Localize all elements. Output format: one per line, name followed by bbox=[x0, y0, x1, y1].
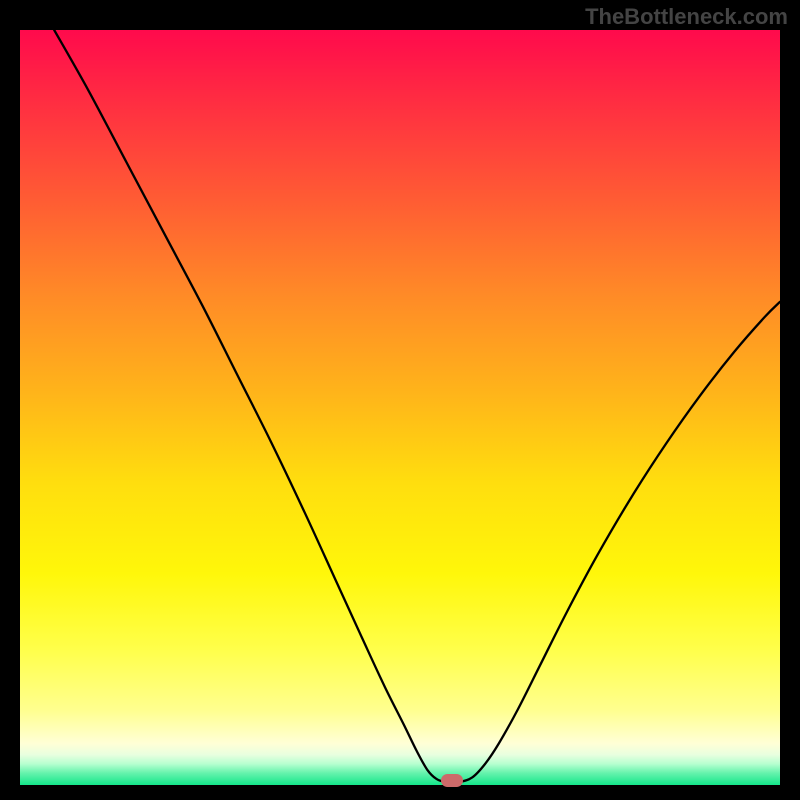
bottleneck-curve bbox=[20, 30, 780, 785]
optimum-marker bbox=[441, 774, 463, 787]
chart-frame: TheBottleneck.com bbox=[0, 0, 800, 800]
plot-area bbox=[20, 30, 780, 785]
watermark-text: TheBottleneck.com bbox=[585, 4, 788, 30]
